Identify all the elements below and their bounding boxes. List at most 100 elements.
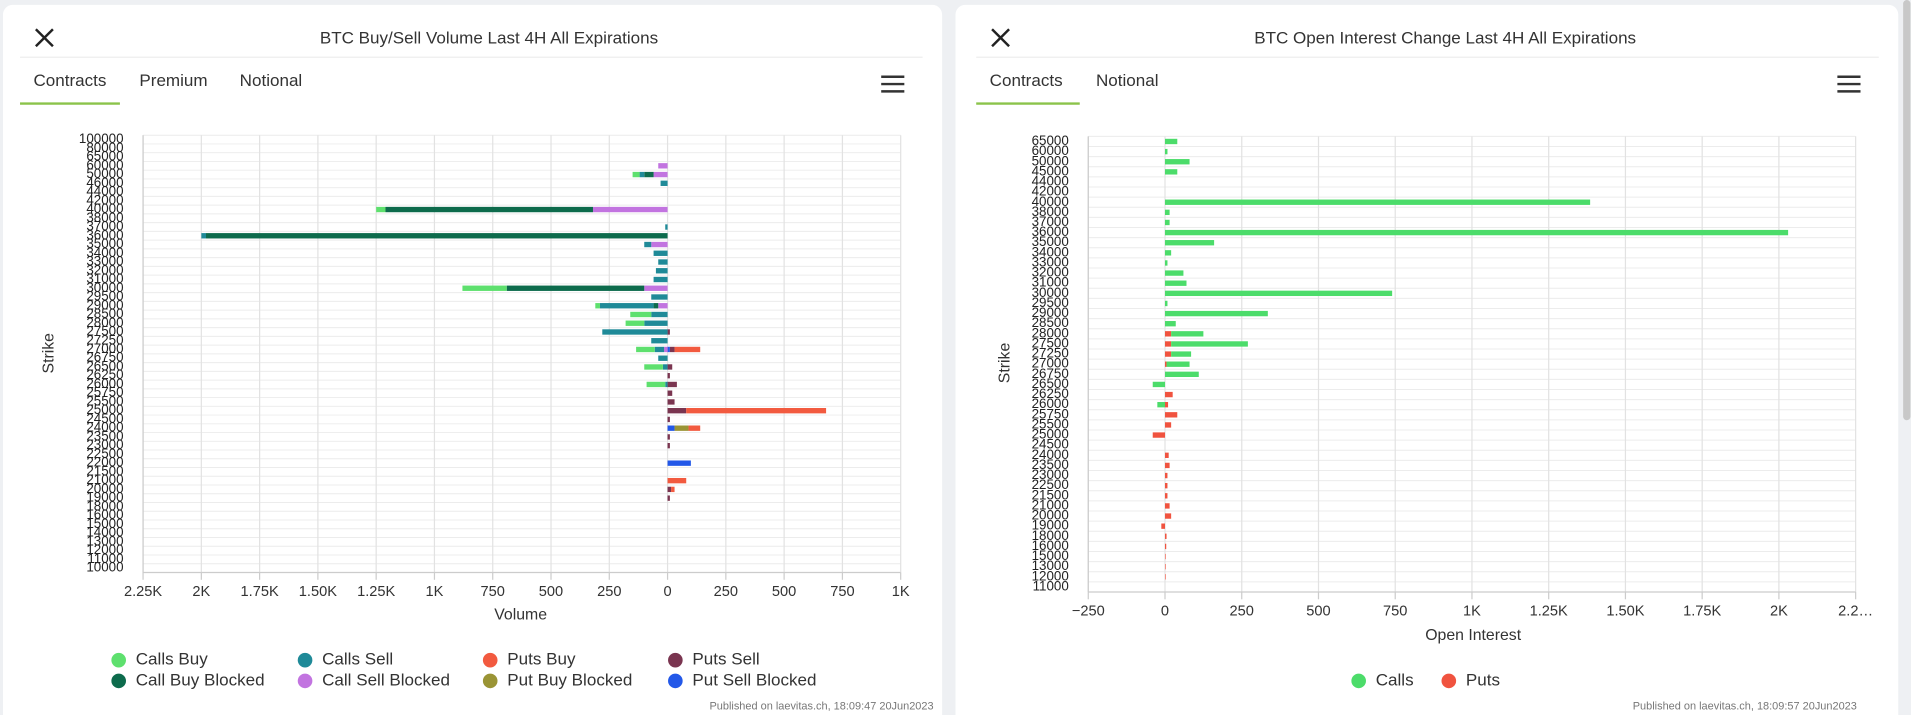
y-tick-label: 60000	[86, 157, 123, 172]
y-tick-label: 25750	[1032, 406, 1069, 421]
legend-marker[interactable]	[297, 673, 313, 689]
footer: Published on laevitas.ch, 18:09:57 20Jun…	[1633, 700, 1857, 712]
legend-marker[interactable]	[668, 673, 683, 689]
bar	[644, 241, 652, 248]
bar	[1165, 493, 1168, 499]
tab[interactable]: Contracts	[33, 71, 106, 90]
legend-label[interactable]: Calls Sell	[322, 650, 393, 669]
y-tick-label: 26750	[86, 350, 123, 365]
y-tick-label: 65000	[1032, 133, 1069, 148]
legend-label[interactable]: Puts Sell	[692, 650, 759, 669]
legend-label[interactable]: Put Sell Blocked	[692, 670, 816, 689]
y-tick-label: 27250	[86, 332, 123, 347]
y-tick-label: 21500	[86, 463, 123, 478]
y-tick-label: 36000	[86, 227, 123, 242]
legend-label[interactable]: Put Buy Blocked	[507, 670, 632, 689]
x-tick-label: 0	[1161, 603, 1169, 619]
close-icon[interactable]	[991, 28, 1010, 48]
legend-marker[interactable]	[482, 673, 498, 689]
y-tick-label: 26250	[86, 367, 123, 382]
legend-label[interactable]: Puts	[1466, 670, 1500, 689]
x-tick-label: 500	[772, 584, 796, 600]
y-tick-label: 27000	[1032, 356, 1069, 371]
bar	[205, 233, 668, 239]
bar	[1165, 462, 1170, 469]
close-icon[interactable]	[35, 28, 54, 48]
y-tick-label: 19000	[86, 490, 123, 505]
y-tick-label: 42000	[86, 192, 123, 207]
bar	[660, 180, 668, 186]
y-tick-label: 25000	[1032, 427, 1069, 442]
y-tick-label: 30000	[86, 280, 123, 295]
bar	[667, 373, 670, 379]
x-tick-label: 2.25K	[124, 584, 162, 600]
bar	[1165, 341, 1172, 347]
bar	[1165, 513, 1172, 519]
legend-label[interactable]: Calls	[1376, 670, 1414, 689]
y-tick-label: 24500	[1032, 437, 1069, 452]
legend-marker[interactable]	[668, 652, 683, 668]
y-tick-label: 24000	[86, 420, 123, 435]
legend-marker[interactable]	[111, 673, 127, 689]
bar	[625, 320, 645, 326]
y-tick-label: 29000	[86, 297, 123, 312]
y-tick-label: 15000	[1032, 548, 1069, 563]
bar	[667, 442, 670, 449]
y-tick-label: 16000	[86, 507, 123, 522]
y-tick-label: 32000	[86, 262, 123, 277]
y-tick-label: 11000	[87, 551, 123, 566]
y-tick-label: 27000	[86, 341, 123, 356]
bar	[1165, 422, 1172, 428]
bar	[1166, 361, 1190, 367]
y-tick-label: 26000	[1032, 396, 1069, 411]
x-tick-label: 1K	[426, 584, 444, 600]
bar	[201, 233, 206, 239]
menu-icon[interactable]	[1837, 75, 1861, 93]
y-tick-label: 31000	[1032, 275, 1069, 290]
legend-label[interactable]: Call Sell Blocked	[322, 670, 450, 689]
y-tick-label: 20000	[86, 481, 123, 496]
chart-title: BTC Buy/Sell Volume Last 4H All Expirati…	[320, 28, 658, 47]
bar	[686, 408, 827, 414]
bar	[636, 346, 655, 353]
legend-label[interactable]: Calls Buy	[136, 650, 208, 669]
y-tick-label: 44000	[1032, 174, 1069, 189]
y-tick-label: 38000	[86, 210, 123, 225]
bar	[671, 486, 675, 493]
x-tick-label: 1.50K	[299, 584, 337, 600]
tab[interactable]: Notional	[240, 71, 303, 90]
y-tick-label: 28000	[86, 315, 123, 330]
bar	[1165, 351, 1172, 357]
legend-label[interactable]: Puts Buy	[507, 650, 576, 669]
tab[interactable]: Premium	[139, 71, 207, 90]
legend-marker[interactable]	[1441, 673, 1457, 689]
bar	[1165, 361, 1167, 367]
legend-marker[interactable]	[1351, 673, 1366, 689]
bar	[665, 381, 668, 388]
bar	[667, 486, 672, 493]
legend-marker[interactable]	[297, 652, 313, 668]
bar	[1165, 472, 1168, 479]
y-tick-label: 26500	[1032, 376, 1069, 391]
bar	[1165, 300, 1168, 307]
tab[interactable]: Contracts	[990, 71, 1063, 90]
y-tick-label: 30000	[1032, 285, 1069, 300]
x-tick-label: 1K	[1463, 603, 1481, 619]
bar	[1165, 209, 1170, 216]
x-tick-label: 1.75K	[1683, 603, 1721, 619]
legend-label[interactable]: Call Buy Blocked	[136, 670, 265, 689]
bar	[1165, 138, 1178, 145]
bar	[674, 346, 701, 353]
scrollbar[interactable]	[1903, 0, 1911, 421]
y-tick-label: 40000	[86, 201, 123, 216]
tab[interactable]: Notional	[1096, 71, 1159, 90]
legend-marker[interactable]	[482, 652, 498, 668]
y-tick-label: 28000	[1032, 325, 1069, 340]
bar	[1165, 331, 1172, 337]
menu-icon[interactable]	[881, 75, 905, 93]
y-tick-label: 23500	[1032, 457, 1069, 472]
bar	[1165, 543, 1167, 550]
bar	[1165, 533, 1167, 539]
legend-marker[interactable]	[111, 652, 127, 668]
